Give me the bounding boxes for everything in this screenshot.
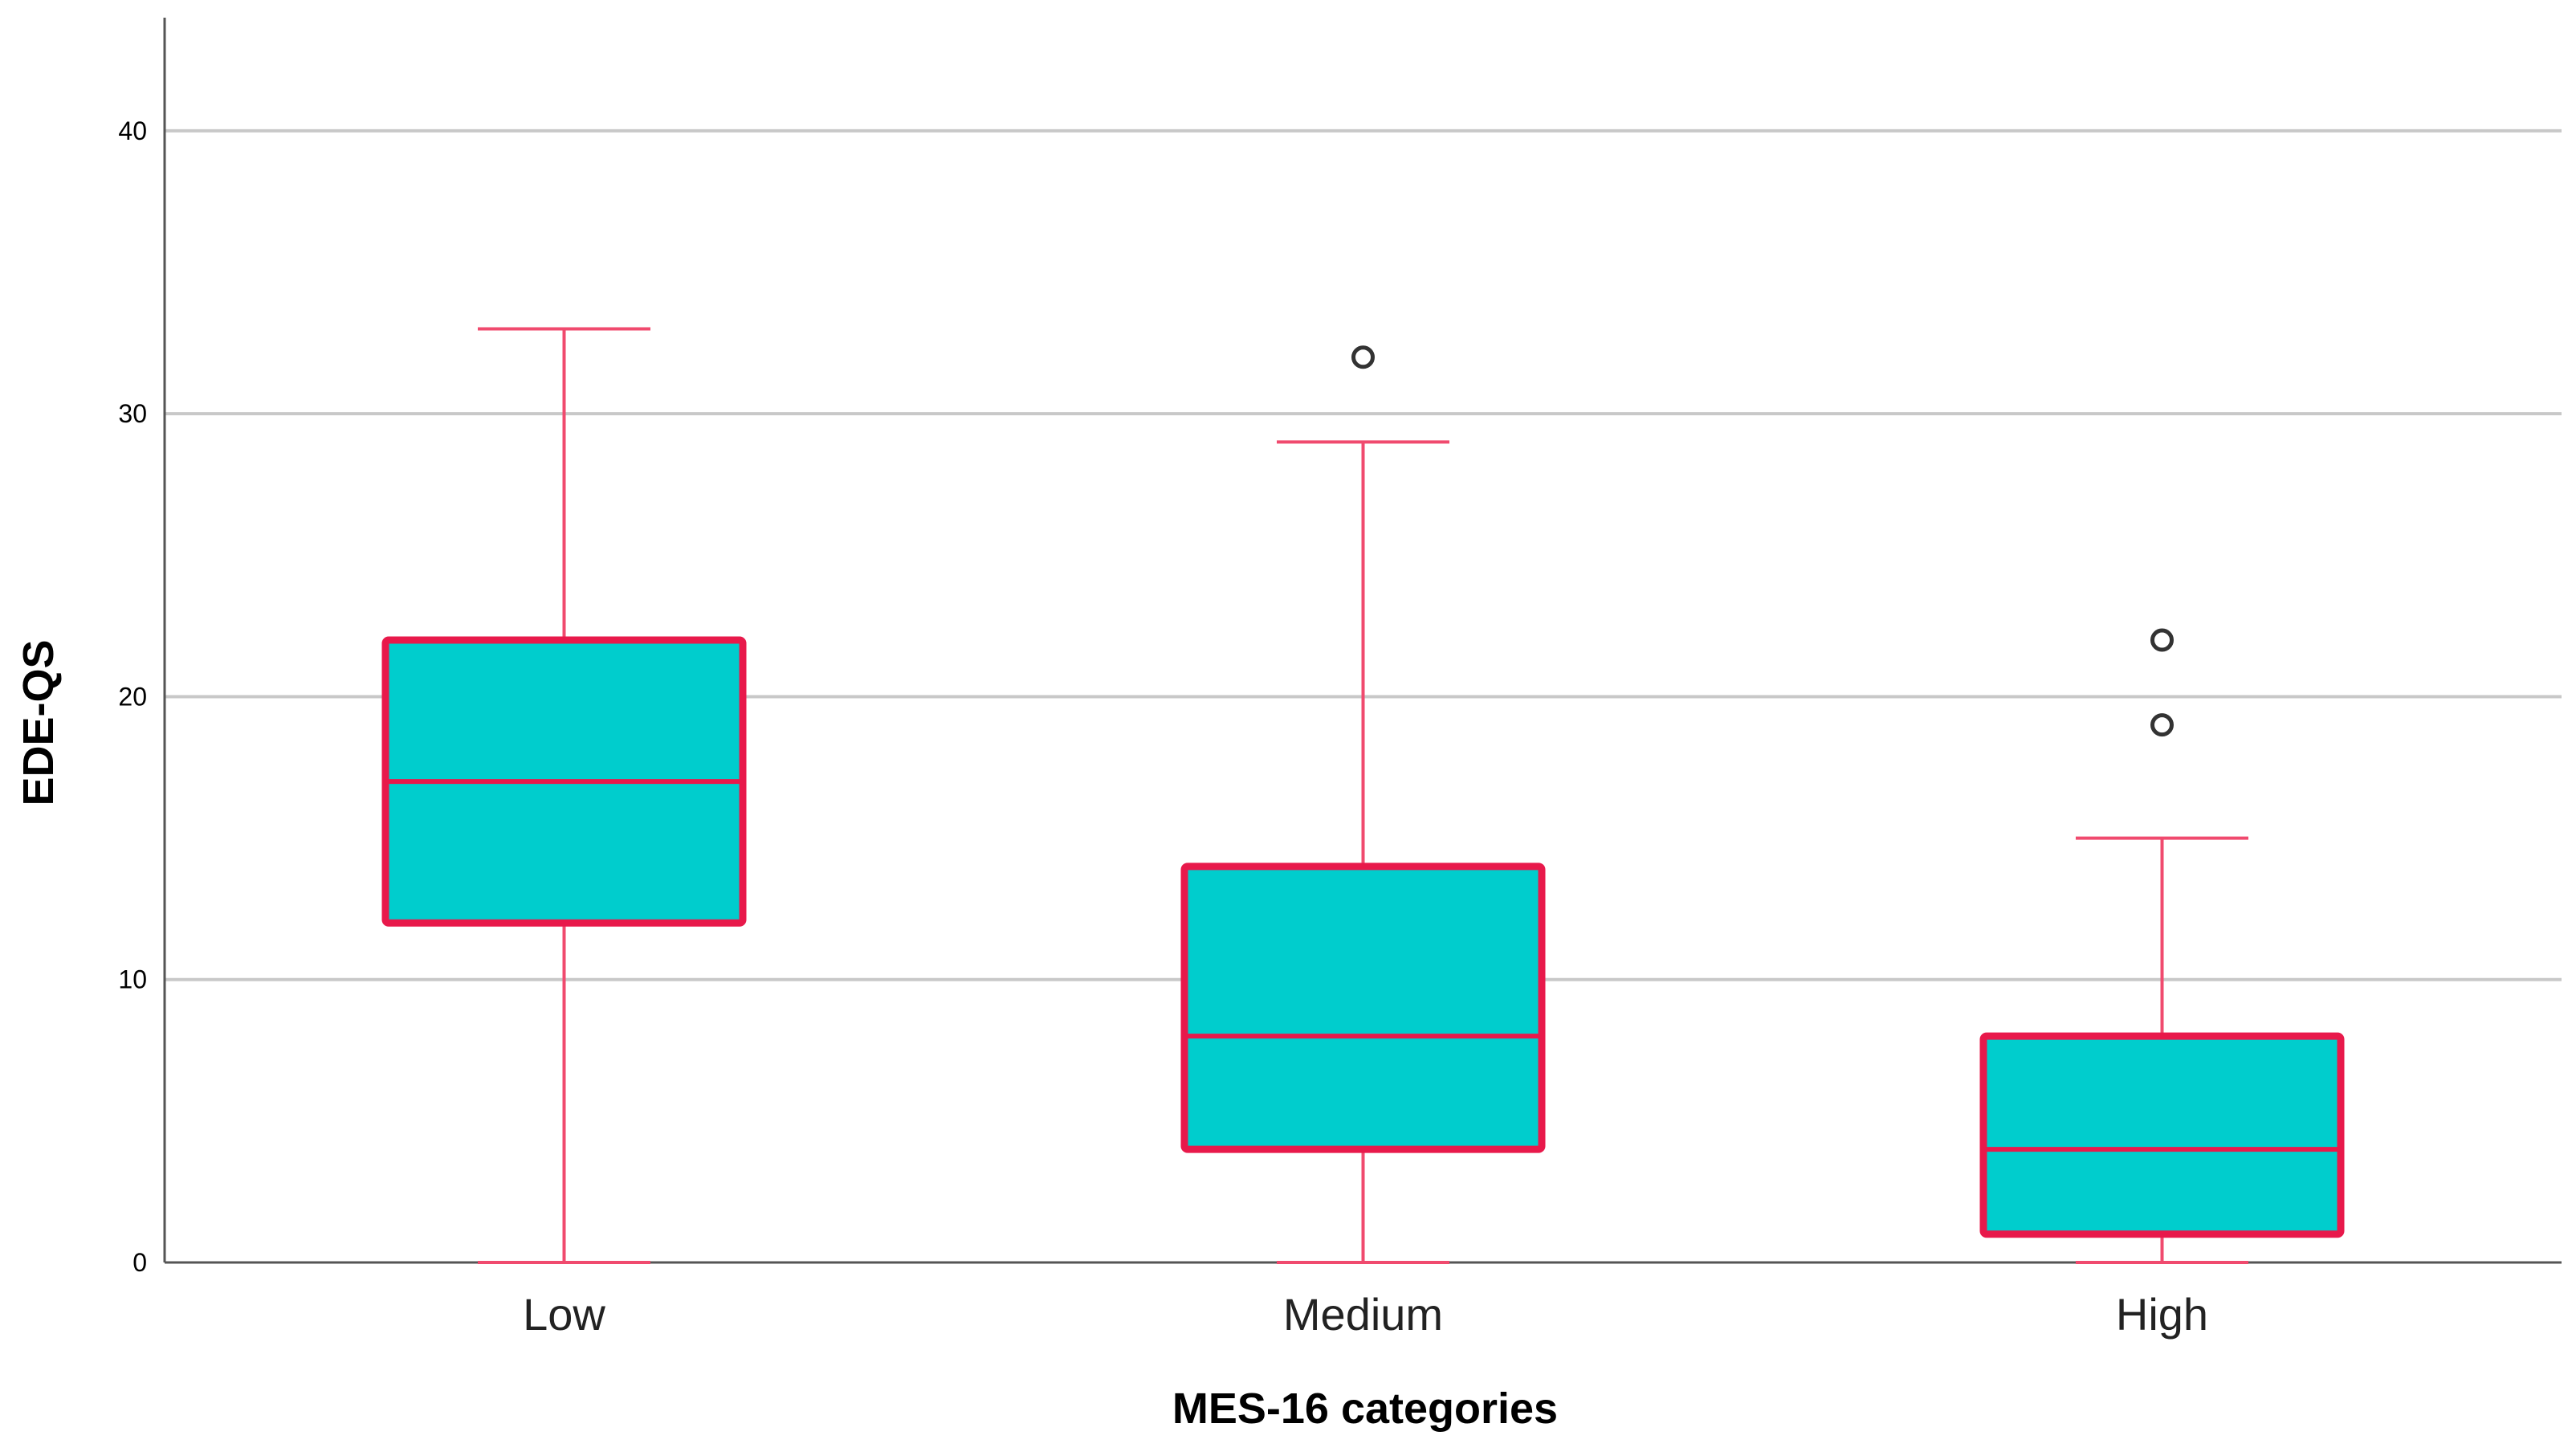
x-axis-title: MES-16 categories (1172, 1385, 1558, 1433)
box-high (1979, 628, 2345, 1264)
x-category-label: High (2116, 1289, 2208, 1340)
boxes (381, 327, 2345, 1264)
x-category-label: Medium (1283, 1289, 1443, 1340)
y-tick-label: 20 (118, 682, 147, 711)
x-category-labels: Low Medium High (523, 1289, 2208, 1340)
x-category-label: Low (523, 1289, 605, 1340)
iqr-box (1180, 863, 1546, 1153)
outlier-point (2150, 713, 2174, 737)
y-tick-labels: 0 10 20 30 40 (118, 116, 147, 1277)
y-tick-label: 0 (132, 1248, 147, 1277)
y-axis-title: EDE-QS (14, 639, 63, 806)
box-low (381, 327, 747, 1264)
y-tick-label: 10 (118, 965, 147, 994)
y-tick-label: 40 (118, 116, 147, 145)
y-tick-label: 30 (118, 399, 147, 428)
outlier-point (1351, 345, 1375, 369)
iqr-box (1979, 1032, 2345, 1238)
box-medium (1180, 345, 1546, 1264)
outlier-point (2150, 628, 2174, 652)
